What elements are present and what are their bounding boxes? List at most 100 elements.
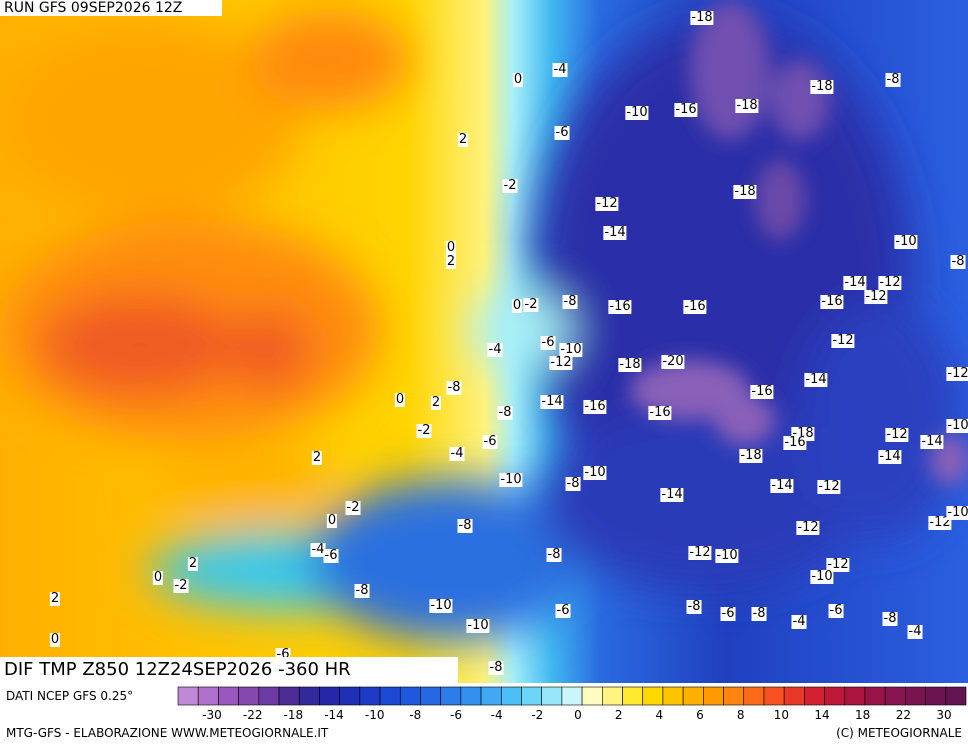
contour-label: -4	[310, 542, 326, 557]
contour-label: -10	[810, 569, 834, 584]
colorbar-swatch	[177, 686, 199, 706]
contour-label: -16	[648, 405, 672, 420]
colorbar-tick-label: -2	[531, 708, 543, 722]
contour-label: -16	[608, 299, 632, 314]
contour-label: -12	[928, 515, 952, 530]
contour-label: -18	[735, 98, 759, 113]
contour-label: -6	[828, 603, 844, 618]
colorbar-swatch	[703, 686, 724, 706]
contour-label: -8	[686, 599, 702, 614]
contour-label: -12	[595, 196, 619, 211]
contour-label: -8	[882, 611, 898, 626]
contour-label: -12	[549, 355, 573, 370]
contour-label: -8	[751, 606, 767, 621]
contour-label: -6	[554, 125, 570, 140]
contour-label: 0	[394, 392, 406, 407]
contour-label: -10	[466, 618, 490, 633]
contour-label: 2	[187, 556, 199, 571]
contour-label: 0	[326, 513, 338, 528]
colorbar: -30 -22 -18 -14 -10 -8 -6 -4 -2 0 2 4 6 8 10 14 18 22 30	[177, 686, 967, 722]
contour-label: -12	[796, 520, 820, 535]
contour-label: -10	[946, 505, 968, 520]
colorbar-swatch	[500, 686, 522, 706]
contour-label: 2	[445, 254, 457, 269]
colorbar-tick-label: 14	[814, 708, 829, 722]
colorbar-swatch	[945, 686, 967, 706]
colorbar-tick-label: 10	[774, 708, 789, 722]
colorbar-swatch	[298, 686, 320, 706]
colorbar-swatch	[218, 686, 239, 706]
colorbar-swatch	[763, 686, 785, 706]
colorbar-swatch	[905, 686, 926, 706]
colorbar-tick-label: -6	[450, 708, 462, 722]
temperature-anomaly-map	[0, 0, 968, 683]
colorbar-swatch	[480, 686, 502, 706]
contour-label: -6	[540, 335, 556, 350]
contour-label: -8	[488, 660, 504, 675]
credit-right: (C) METEOGIORNALE	[836, 726, 962, 740]
contour-label: -8	[562, 294, 578, 309]
colorbar-swatch	[824, 686, 846, 706]
contour-label: -12	[831, 333, 855, 348]
contour-label: 0	[49, 632, 61, 647]
colorbar-swatch	[238, 686, 260, 706]
colorbar-tick-label: 8	[737, 708, 745, 722]
contour-label: -10	[715, 548, 739, 563]
colorbar-tick-label: -8	[409, 708, 421, 722]
colorbar-swatch	[682, 686, 704, 706]
contour-label: -14	[920, 434, 944, 449]
contour-label: -14	[878, 449, 902, 464]
colorbar-tick-label: -14	[324, 708, 344, 722]
contour-label: -18	[690, 10, 714, 25]
colorbar-tick-label: 6	[696, 708, 704, 722]
contour-label: -8	[950, 254, 966, 269]
colorbar-swatch	[399, 686, 421, 706]
contour-label: -18	[733, 184, 757, 199]
contour-label: 0	[511, 298, 523, 313]
contour-label: -16	[783, 435, 807, 450]
colorbar-swatch	[440, 686, 462, 706]
colorbar-tick-label: 0	[574, 708, 582, 722]
colorbar-swatch	[622, 686, 644, 706]
colorbar-swatch	[925, 686, 947, 706]
colorbar-swatch	[319, 686, 340, 706]
colorbar-swatch	[723, 686, 745, 706]
contour-label: -14	[603, 225, 627, 240]
contour-label: -4	[552, 62, 568, 77]
contour-label: -14	[770, 478, 794, 493]
contour-label: -18	[739, 448, 763, 463]
credit-left: MTG-GFS - ELABORAZIONE WWW.METEOGIORNALE…	[6, 726, 329, 740]
contour-label: -6	[555, 603, 571, 618]
contour-label: -16	[583, 399, 607, 414]
colorbar-swatch	[561, 686, 583, 706]
colorbar-swatch	[359, 686, 381, 706]
contour-label: -10	[946, 418, 968, 433]
contour-label: -12	[826, 557, 850, 572]
contour-label: -18	[810, 79, 834, 94]
run-label: RUN GFS 09SEP2026 12Z	[0, 0, 223, 16]
contour-label: 0	[512, 72, 524, 87]
colorbar-swatch	[258, 686, 280, 706]
colorbar-swatch	[460, 686, 482, 706]
contour-label: -10	[894, 234, 918, 249]
contour-label: -2	[416, 423, 432, 438]
colorbar-swatch	[197, 686, 219, 706]
contour-label: -12	[878, 275, 902, 290]
contour-label: 0	[152, 570, 164, 585]
contour-label: -8	[565, 476, 581, 491]
colorbar-tick-label: 18	[855, 708, 870, 722]
contour-label: -16	[750, 384, 774, 399]
contour-label: -2	[345, 500, 361, 515]
contour-label: -14	[843, 275, 867, 290]
colorbar-tick-label: -18	[284, 708, 304, 722]
contour-label: -6	[323, 548, 339, 563]
colorbar-swatch	[278, 686, 300, 706]
colorbar-tick-label: 4	[656, 708, 664, 722]
contour-label: -12	[817, 479, 841, 494]
contour-label: -12	[688, 545, 712, 560]
contour-label: -14	[540, 394, 564, 409]
contour-label: -2	[173, 578, 189, 593]
colorbar-swatch	[521, 686, 542, 706]
colorbar-tick-label: 30	[936, 708, 951, 722]
contour-label: 2	[457, 132, 469, 147]
